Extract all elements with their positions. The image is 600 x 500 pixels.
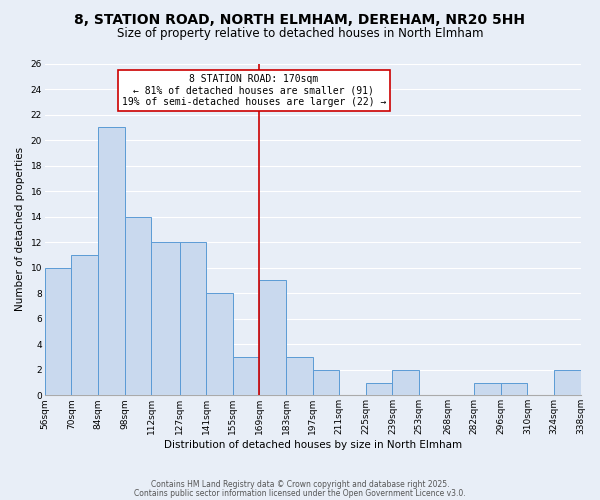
- Text: Contains public sector information licensed under the Open Government Licence v3: Contains public sector information licen…: [134, 488, 466, 498]
- Bar: [233, 357, 259, 396]
- Text: Size of property relative to detached houses in North Elmham: Size of property relative to detached ho…: [117, 28, 483, 40]
- Bar: [71, 255, 98, 396]
- Bar: [366, 382, 392, 396]
- Y-axis label: Number of detached properties: Number of detached properties: [15, 148, 25, 312]
- Bar: [392, 370, 419, 396]
- Bar: [259, 280, 286, 396]
- Bar: [286, 357, 313, 396]
- Bar: [179, 242, 206, 396]
- Bar: [313, 370, 339, 396]
- Bar: [151, 242, 179, 396]
- Bar: [206, 293, 233, 396]
- Bar: [554, 370, 581, 396]
- Bar: [45, 268, 71, 396]
- Bar: [125, 216, 151, 396]
- Text: Contains HM Land Registry data © Crown copyright and database right 2025.: Contains HM Land Registry data © Crown c…: [151, 480, 449, 489]
- Bar: [98, 128, 125, 396]
- Bar: [501, 382, 527, 396]
- Text: 8, STATION ROAD, NORTH ELMHAM, DEREHAM, NR20 5HH: 8, STATION ROAD, NORTH ELMHAM, DEREHAM, …: [74, 12, 526, 26]
- Bar: [474, 382, 501, 396]
- Text: 8 STATION ROAD: 170sqm
← 81% of detached houses are smaller (91)
19% of semi-det: 8 STATION ROAD: 170sqm ← 81% of detached…: [122, 74, 386, 107]
- X-axis label: Distribution of detached houses by size in North Elmham: Distribution of detached houses by size …: [164, 440, 462, 450]
